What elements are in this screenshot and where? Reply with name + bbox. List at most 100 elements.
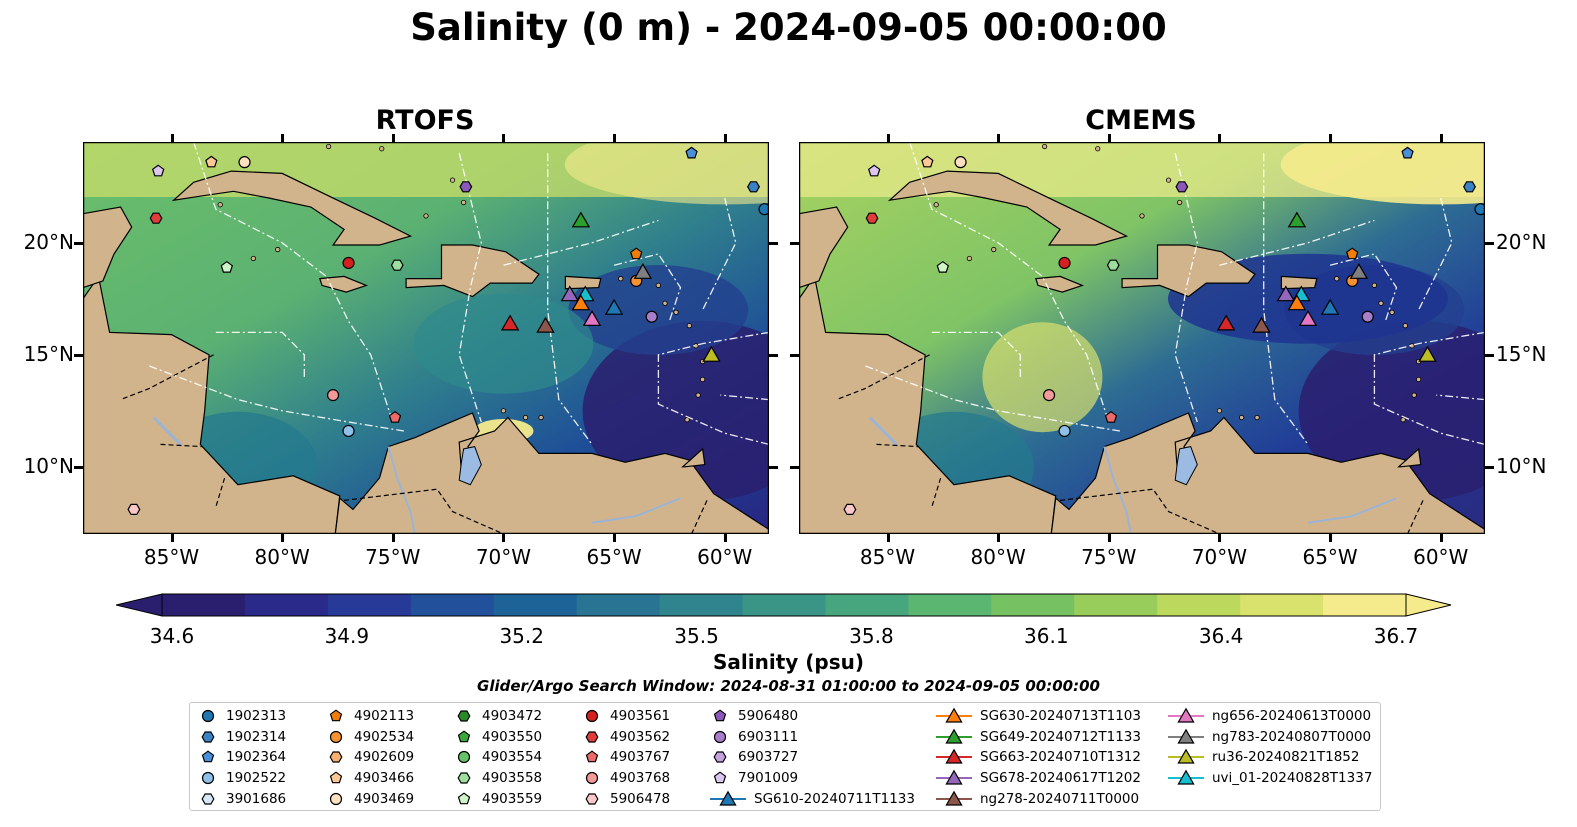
landmass — [1050, 412, 1485, 534]
legend-label: SG630-20240713T1103 — [980, 708, 1141, 725]
lon-tick-mark — [1439, 134, 1443, 142]
eez-boundary — [1329, 253, 1398, 322]
eez-boundary — [1174, 153, 1198, 423]
legend-entry: 6903727 — [710, 747, 915, 768]
legend-entry: SG630-20240713T1103 — [936, 706, 1141, 727]
legend-label: uvi_01-20240828T1337 — [1212, 770, 1373, 787]
map-marker-triangle — [536, 316, 555, 333]
legend-hexagon-icon — [457, 710, 471, 722]
lake-maracaibo — [1174, 446, 1198, 486]
map-marker-triangle — [560, 285, 580, 302]
legend-column: SG630-20240713T1103 SG649-20240712T1133 SG… — [936, 706, 1141, 809]
lon-tick-mark — [391, 534, 395, 542]
legend-column: 1902313 1902314 1902364 1902522 3901686 — [198, 706, 286, 809]
legend-circle-icon — [201, 710, 215, 723]
legend-entry: 6903111 — [710, 727, 915, 748]
legend-entry: 1902314 — [198, 727, 286, 748]
legend-label: SG678-20240617T1202 — [980, 770, 1141, 787]
landmass — [334, 412, 769, 534]
legend-triangle-icon — [1177, 749, 1195, 765]
legend-triangle-icon — [945, 769, 963, 785]
legend-entry: 4903469 — [326, 788, 414, 809]
legend-label: 4903561 — [610, 708, 671, 725]
legend-hexagon-icon — [329, 751, 343, 764]
lon-tick-mark — [886, 534, 890, 542]
legend-label: 3901686 — [226, 790, 287, 807]
lon-tick-label: 65°W — [1302, 545, 1358, 569]
lon-tick-mark — [613, 134, 617, 142]
map-marker-triangle — [1287, 294, 1307, 311]
lon-tick-mark — [997, 534, 1001, 542]
lon-tick-mark — [391, 134, 395, 142]
legend-label: 1902314 — [226, 728, 287, 745]
colorbar-segment — [908, 594, 992, 616]
map-marker-pentagon — [1104, 410, 1118, 423]
legend-triangle-icon — [945, 728, 963, 744]
colorbar-segment — [576, 594, 661, 616]
legend-entry: 4903550 — [454, 727, 542, 748]
lon-tick-mark — [170, 534, 174, 542]
lon-tick-label: 70°W — [475, 545, 532, 569]
lon-tick-mark — [723, 534, 727, 542]
legend-entry: 4903767 — [582, 747, 670, 768]
lat-tick-mark — [74, 353, 83, 357]
legend-circle-icon — [713, 730, 727, 743]
legend-entry: 1902313 — [198, 706, 286, 727]
eez-boundary — [1373, 331, 1485, 446]
legend-label: 1902313 — [226, 708, 287, 725]
legend-label: 4903559 — [482, 790, 543, 807]
map-marker-pentagon — [1345, 247, 1359, 260]
eez-boundary — [192, 142, 394, 423]
map-marker-pentagon — [1401, 146, 1414, 159]
lat-tick-mark — [769, 241, 778, 245]
map-marker-triangle — [604, 298, 624, 315]
map-marker-pentagon — [685, 146, 698, 159]
landmass — [1034, 275, 1085, 293]
map-marker-circle — [342, 256, 355, 270]
colorbar-segment — [825, 594, 909, 616]
landmass — [1397, 447, 1422, 468]
landmass — [171, 170, 413, 246]
legend-hexagon-icon — [585, 793, 599, 805]
legend-label: 6903111 — [738, 728, 799, 745]
legend-column: 4903561 4903562 4903767 4903768 5906478 — [582, 706, 670, 809]
legend-entry: 7901009 — [710, 768, 915, 789]
legend-label: 4903562 — [610, 728, 671, 745]
colorbar-label: Salinity (psu) — [712, 650, 864, 674]
landmass — [318, 275, 369, 293]
colorbar-segment — [1157, 594, 1241, 616]
map-marker-hexagon — [747, 181, 760, 193]
lon-tick-mark — [502, 134, 506, 142]
lon-tick-mark — [1329, 534, 1333, 542]
eez-boundary — [908, 142, 1110, 423]
legend-triangle-icon — [945, 749, 963, 765]
legend-entry: SG663-20240710T1312 — [936, 747, 1141, 768]
map-marker-circle — [238, 156, 251, 169]
legend-label: 4903472 — [482, 708, 543, 725]
legend-entry: 4903472 — [454, 706, 542, 727]
eez-boundary — [458, 153, 482, 423]
legend-entry: ng278-20240711T0000 — [936, 788, 1141, 809]
colorbar-segment — [991, 594, 1075, 616]
map-panel-cmems[interactable] — [799, 142, 1485, 534]
lon-tick-label: 85°W — [859, 545, 916, 569]
lon-tick-mark — [1218, 134, 1222, 142]
colorbar-segment — [1240, 594, 1324, 616]
map-marker-triangle — [500, 314, 520, 331]
landmass — [83, 274, 341, 534]
legend-entry: 4903561 — [582, 706, 670, 727]
map-marker-pentagon — [936, 260, 950, 273]
colorbar-segment — [410, 594, 495, 616]
legend-label: ng656-20240613T0000 — [1212, 708, 1372, 725]
colorbar-segment — [1323, 594, 1407, 616]
colorbar-segment — [327, 594, 412, 616]
map-panel-rtofs[interactable] — [83, 142, 769, 534]
map-marker-pentagon — [388, 410, 402, 423]
lon-tick-label: 60°W — [697, 545, 753, 569]
map-marker-triangle — [1418, 345, 1437, 362]
legend-pentagon-icon — [201, 750, 215, 763]
panel-title-rtofs: RTOFS — [375, 105, 475, 136]
landmass — [799, 206, 849, 289]
map-marker-triangle — [1252, 316, 1271, 333]
legend-pentagon-icon — [713, 709, 727, 722]
